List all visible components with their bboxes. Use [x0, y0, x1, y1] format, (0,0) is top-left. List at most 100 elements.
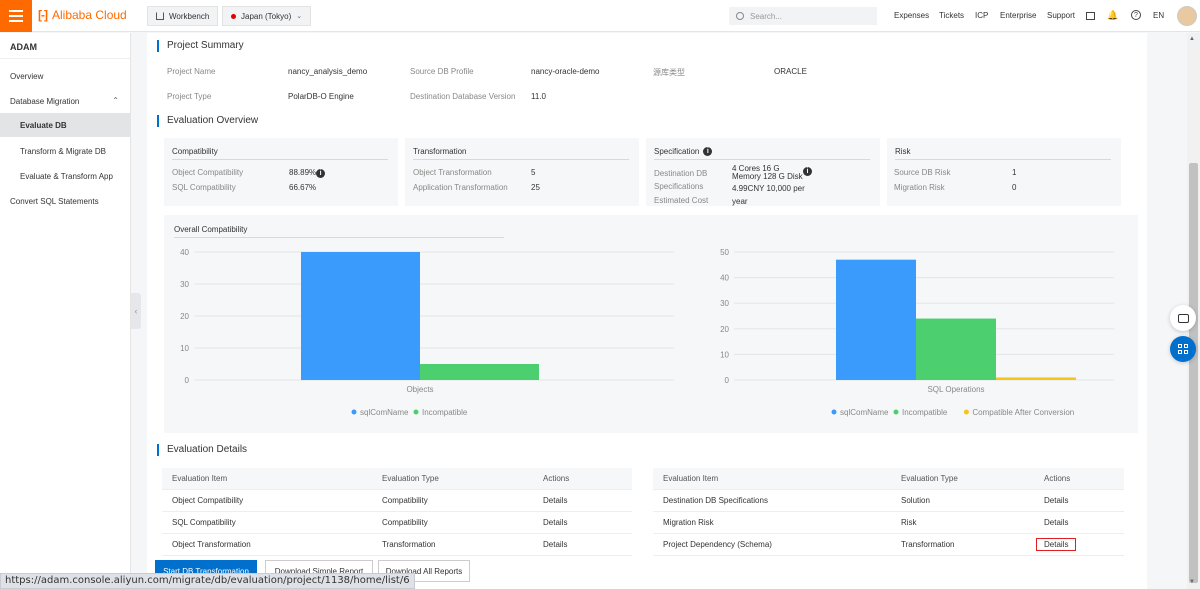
sidebar-item-label: Evaluate DB [20, 120, 67, 130]
scroll-thumb[interactable] [1189, 163, 1198, 583]
nav-icp[interactable]: ICP [975, 11, 989, 20]
details-link-highlighted[interactable]: Details [1036, 538, 1077, 551]
sidebar-collapse-button[interactable]: ‹ [131, 293, 141, 329]
details-link[interactable]: Details [543, 540, 568, 549]
workbench-button[interactable]: Workbench [147, 6, 219, 26]
compatibility-charts: 0 10 20 30 40 Objects sqlComName Incompatible 0 1… [180, 248, 1114, 417]
info-icon[interactable]: i [703, 147, 713, 156]
y-tick-label: 30 [720, 299, 729, 308]
legend-marker [351, 409, 357, 415]
search-placeholder: Search... [750, 11, 783, 21]
evaluation-item-cell: Object Transformation [172, 540, 251, 549]
sidebar-item-evaluate-db[interactable]: Evaluate DB [0, 113, 131, 137]
feedback-button[interactable] [1170, 305, 1196, 331]
legend-label: sqlComName [360, 408, 409, 417]
source-profile-value: nancy-oracle-demo [531, 67, 600, 76]
project-name-value: nancy_analysis_demo [288, 67, 368, 76]
legend-marker [893, 409, 899, 415]
table-row: Destination DB Specifications Solution D… [653, 490, 1124, 512]
y-tick-label: 30 [180, 280, 189, 289]
y-tick-label: 20 [720, 325, 729, 334]
sql-compatibility-value: 66.67% [289, 183, 317, 192]
y-tick-label: 40 [720, 274, 729, 283]
info-icon[interactable]: i [803, 167, 812, 176]
legend-marker [413, 409, 419, 415]
scroll-up-arrow-icon[interactable]: ▲ [1189, 36, 1195, 42]
transformation-card: Transformation Object Transformation 5 A… [405, 138, 639, 206]
table-header-row: Evaluation Item Evaluation Type Actions [653, 468, 1124, 490]
table-header-row: Evaluation Item Evaluation Type Actions [162, 468, 632, 490]
bell-icon[interactable]: 🔔 [1107, 9, 1119, 20]
evaluation-type-cell: Transformation [901, 540, 955, 549]
dest-version-label: Destination Database Version [410, 92, 516, 101]
card-header-label: Risk [895, 147, 911, 156]
details-link[interactable]: Details [1044, 496, 1069, 505]
source-profile-label: Source DB Profile [410, 67, 474, 76]
column-header: Evaluation Type [382, 474, 439, 483]
evaluation-type-cell: Solution [901, 496, 930, 505]
main-content: Project Summary Project Name nancy_analy… [147, 33, 1147, 589]
messages-icon[interactable] [1086, 12, 1095, 20]
source-db-risk-label: Source DB Risk [894, 168, 951, 177]
sidebar-item-evaluate-transform-app[interactable]: Evaluate & Transform App [0, 164, 131, 188]
y-tick-label: 10 [720, 350, 729, 359]
details-link[interactable]: Details [1044, 518, 1069, 527]
card-header-label: Specification [654, 147, 700, 156]
search-input[interactable]: Search... [729, 7, 877, 25]
evaluation-details-title: Evaluation Details [157, 444, 247, 456]
brand-name: Alibaba Cloud [52, 8, 127, 22]
evaluation-type-cell: Compatibility [382, 518, 428, 527]
risk-card: Risk Source DB Risk 1 Migration Risk 0 [887, 138, 1121, 206]
spec-label-3: Estimated Cost [654, 196, 709, 205]
nav-support[interactable]: Support [1047, 11, 1076, 20]
compatibility-card: Compatibility Object Compatibility 88.89… [164, 138, 398, 206]
sidebar-item-transform-migrate-db[interactable]: Transform & Migrate DB [0, 139, 131, 163]
alibaba-cloud-logo[interactable]: [-] Alibaba Cloud [38, 8, 127, 22]
details-link[interactable]: Details [543, 518, 568, 527]
evaluation-item-cell: Destination DB Specifications [663, 496, 768, 505]
legend-marker [831, 409, 837, 415]
chat-icon [1177, 313, 1189, 323]
region-label: Japan (Tokyo) [241, 11, 292, 21]
grid-icon [1178, 344, 1188, 354]
bar-incompatible [916, 318, 996, 380]
sidebar-item-database-migration[interactable]: Database Migration ⌃ [0, 89, 131, 113]
search-icon [736, 12, 744, 20]
legend-label: sqlComName [840, 408, 889, 417]
sidebar: ADAM Overview Database Migration ⌃ Evalua… [0, 33, 131, 589]
table-row: SQL Compatibility Compatibility Details [162, 512, 632, 534]
hamburger-menu-button[interactable] [0, 0, 32, 32]
sidebar-item-overview[interactable]: Overview [0, 64, 131, 88]
region-selector[interactable]: Japan (Tokyo) ⌄ [222, 6, 312, 26]
project-type-label: Project Type [167, 92, 212, 101]
evaluation-item-cell: Migration Risk [663, 518, 714, 527]
sidebar-title: ADAM [0, 33, 130, 59]
scroll-down-arrow-icon[interactable]: ▼ [1189, 579, 1195, 585]
chart-panel-title: Overall Compatibility [174, 225, 504, 238]
bar-sqlcomname [301, 252, 420, 380]
application-transformation-label: Application Transformation [413, 183, 508, 192]
help-icon[interactable]: ? [1131, 10, 1141, 20]
evaluation-overview-title: Evaluation Overview [157, 115, 258, 127]
avatar[interactable] [1177, 6, 1197, 26]
language-switch[interactable]: EN [1153, 11, 1165, 20]
sidebar-item-label: Convert SQL Statements [10, 196, 99, 206]
info-icon[interactable]: i [316, 169, 326, 178]
table-row: Object Compatibility Compatibility Detai… [162, 490, 632, 512]
y-tick-label: 40 [180, 248, 189, 257]
apps-button[interactable] [1170, 336, 1196, 362]
project-type-value: PolarDB-O Engine [288, 92, 354, 101]
y-tick-label: 0 [725, 376, 730, 385]
table-row: Project Dependency (Schema) Transformati… [653, 534, 1124, 556]
sidebar-item-label: Database Migration [10, 96, 80, 106]
details-link[interactable]: Details [543, 496, 568, 505]
card-header: Risk [895, 147, 1111, 160]
bar-sqlcomname [836, 259, 916, 380]
spec-value-memory: Memory 128 G Disk [732, 172, 803, 181]
source-type-value: ORACLE [774, 67, 807, 76]
nav-enterprise[interactable]: Enterprise [1000, 11, 1037, 20]
sidebar-item-convert-sql[interactable]: Convert SQL Statements [0, 189, 131, 213]
nav-tickets[interactable]: Tickets [939, 11, 965, 20]
nav-expenses[interactable]: Expenses [894, 11, 930, 20]
x-category-label: Objects [406, 385, 433, 394]
